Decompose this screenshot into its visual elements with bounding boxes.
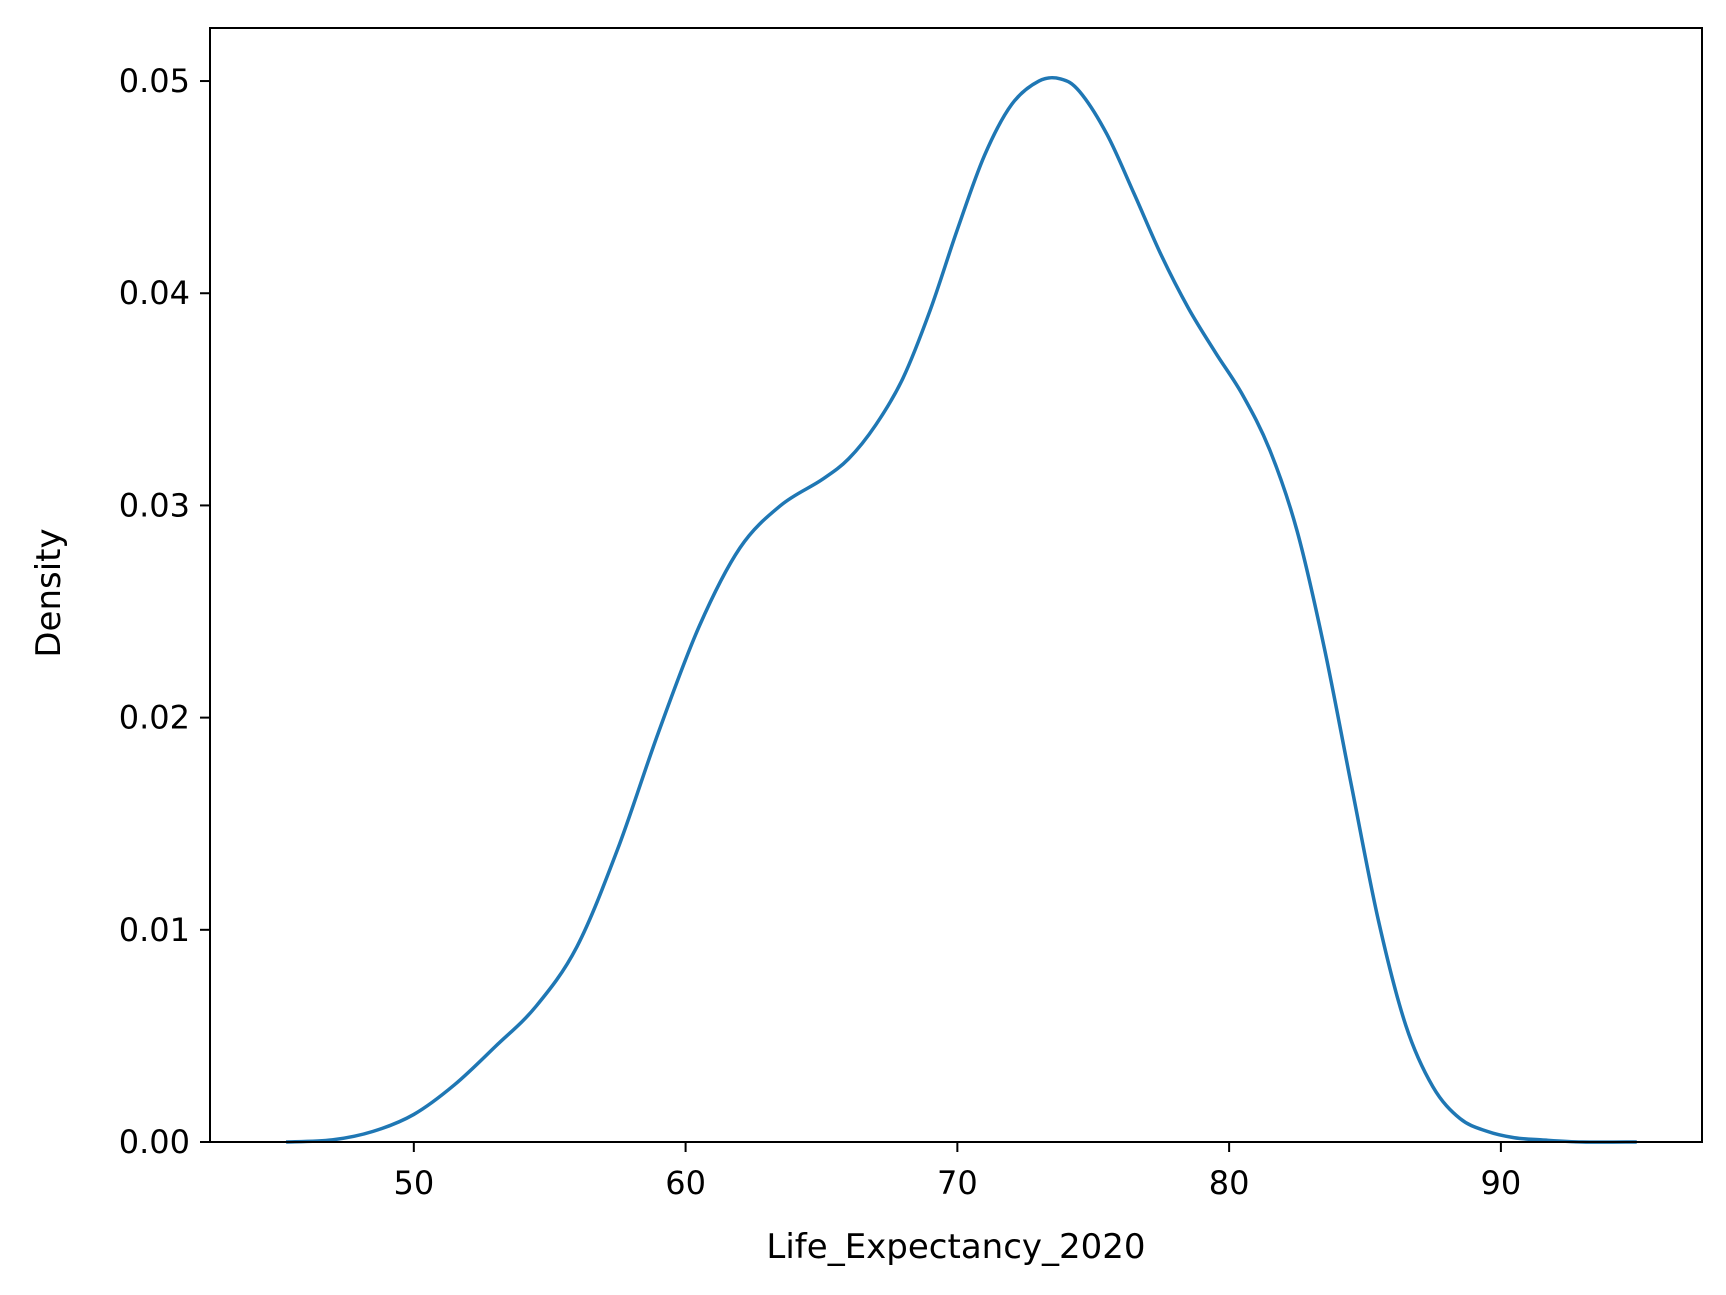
y-tick-label: 0.03 bbox=[119, 486, 190, 524]
x-tick-label: 90 bbox=[1481, 1164, 1522, 1202]
x-tick-label: 60 bbox=[665, 1164, 706, 1202]
y-tick-label: 0.04 bbox=[119, 274, 190, 312]
y-tick-label: 0.01 bbox=[119, 911, 190, 949]
y-tick-label: 0.05 bbox=[119, 62, 190, 100]
y-axis-ticks: 0.00 0.01 0.02 0.03 0.04 0.05 bbox=[119, 62, 210, 1161]
x-axis-ticks: 50 60 70 80 90 bbox=[393, 1142, 1521, 1202]
x-tick-label: 70 bbox=[937, 1164, 978, 1202]
plot-frame bbox=[209, 27, 1703, 1143]
x-tick-label: 50 bbox=[393, 1164, 434, 1202]
y-tick-label: 0.02 bbox=[119, 699, 190, 737]
x-axis-label: Life_Expectancy_2020 bbox=[766, 1227, 1145, 1267]
y-tick-label: 0.00 bbox=[119, 1123, 190, 1161]
series-line-0 bbox=[286, 75, 1637, 1144]
x-tick-label: 80 bbox=[1209, 1164, 1250, 1202]
plot-layer bbox=[286, 75, 1637, 1144]
y-axis-label: Density bbox=[29, 528, 69, 657]
